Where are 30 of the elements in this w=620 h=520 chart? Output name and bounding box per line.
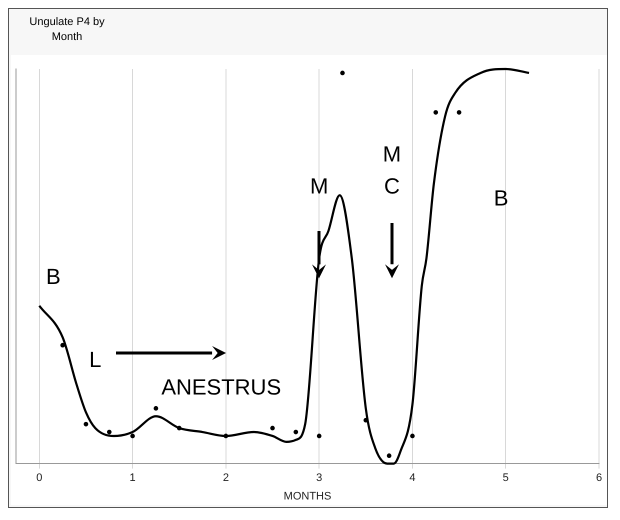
point bbox=[60, 342, 65, 348]
point bbox=[386, 453, 392, 458]
chart-title: Ungulate P4 by Month bbox=[28, 15, 106, 45]
annotation: ANESTRUS bbox=[161, 374, 282, 400]
x-tick-label: 5 bbox=[502, 472, 509, 484]
x-tick-label: 2 bbox=[222, 472, 229, 484]
point bbox=[84, 422, 88, 426]
point bbox=[456, 110, 462, 115]
annotation: M bbox=[310, 173, 328, 198]
annotation: M C bbox=[382, 142, 402, 199]
x-tick-label: 1 bbox=[130, 472, 136, 484]
point bbox=[270, 426, 275, 430]
point bbox=[224, 434, 228, 438]
point bbox=[154, 406, 158, 411]
point bbox=[410, 434, 415, 438]
point bbox=[433, 110, 438, 115]
point bbox=[316, 434, 322, 438]
point bbox=[176, 426, 182, 430]
point bbox=[294, 430, 298, 434]
x-tick-label: 0 bbox=[36, 472, 42, 484]
x-axis-title: MONTHS bbox=[284, 490, 332, 502]
annotation: B bbox=[494, 185, 508, 210]
x-tick-label: 6 bbox=[596, 472, 602, 484]
point bbox=[130, 434, 135, 438]
x-tick-label: 3 bbox=[316, 472, 322, 484]
point bbox=[106, 430, 112, 434]
point bbox=[340, 70, 345, 76]
x-tick-label: 4 bbox=[409, 472, 416, 484]
annotation: B bbox=[46, 264, 61, 290]
annotation: L bbox=[89, 347, 102, 372]
